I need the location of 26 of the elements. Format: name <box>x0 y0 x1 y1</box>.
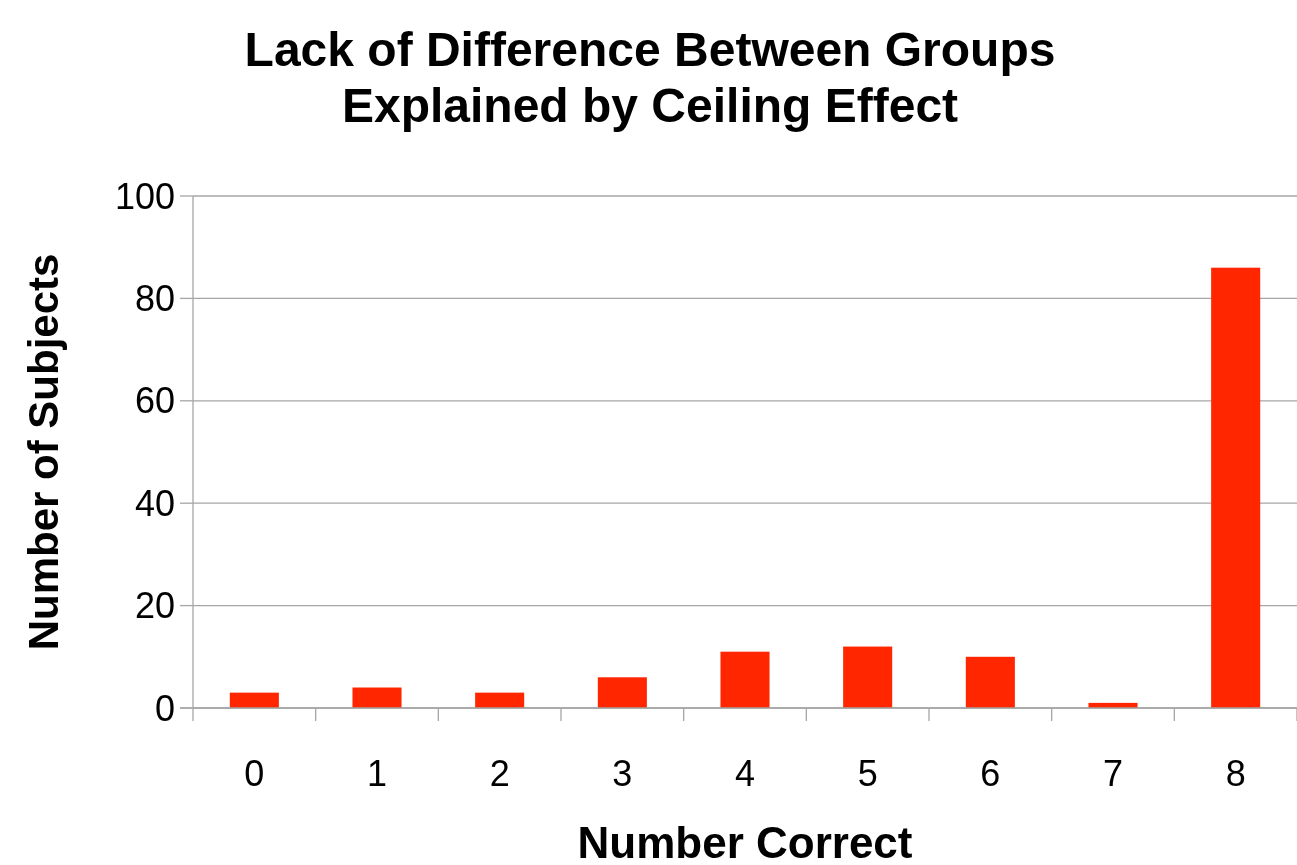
y-tick-label: 100 <box>114 175 175 217</box>
x-tick-label: 7 <box>1102 753 1124 794</box>
x-tick-label: 1 <box>366 753 388 794</box>
y-tick-label: 0 <box>154 687 175 729</box>
x-tick-label: 2 <box>489 753 510 794</box>
x-tick-label: 8 <box>1225 753 1246 794</box>
x-tick-label: 5 <box>857 753 878 794</box>
chart-title: Lack of Difference Between Groups Explained by Ceiling Effect <box>244 23 1056 132</box>
bar <box>475 692 525 708</box>
bar <box>352 687 402 708</box>
bar <box>229 692 279 708</box>
bar <box>720 651 770 708</box>
x-axis-title: Number Correct <box>577 818 913 865</box>
x-tick-label: 4 <box>734 753 756 794</box>
y-tick-label: 80 <box>134 278 175 319</box>
y-tick-label: 40 <box>134 482 175 524</box>
x-tick-label: 0 <box>244 753 265 794</box>
bar <box>1211 267 1261 708</box>
y-axis-title: Number of Subjects <box>20 253 67 651</box>
bar <box>965 656 1015 708</box>
x-tick-label: 3 <box>612 753 633 794</box>
x-tick-label: 6 <box>980 753 1001 794</box>
y-tick-label: 20 <box>134 585 175 627</box>
bar <box>597 677 647 708</box>
y-tick-label: 60 <box>134 380 175 422</box>
bar <box>843 646 893 708</box>
